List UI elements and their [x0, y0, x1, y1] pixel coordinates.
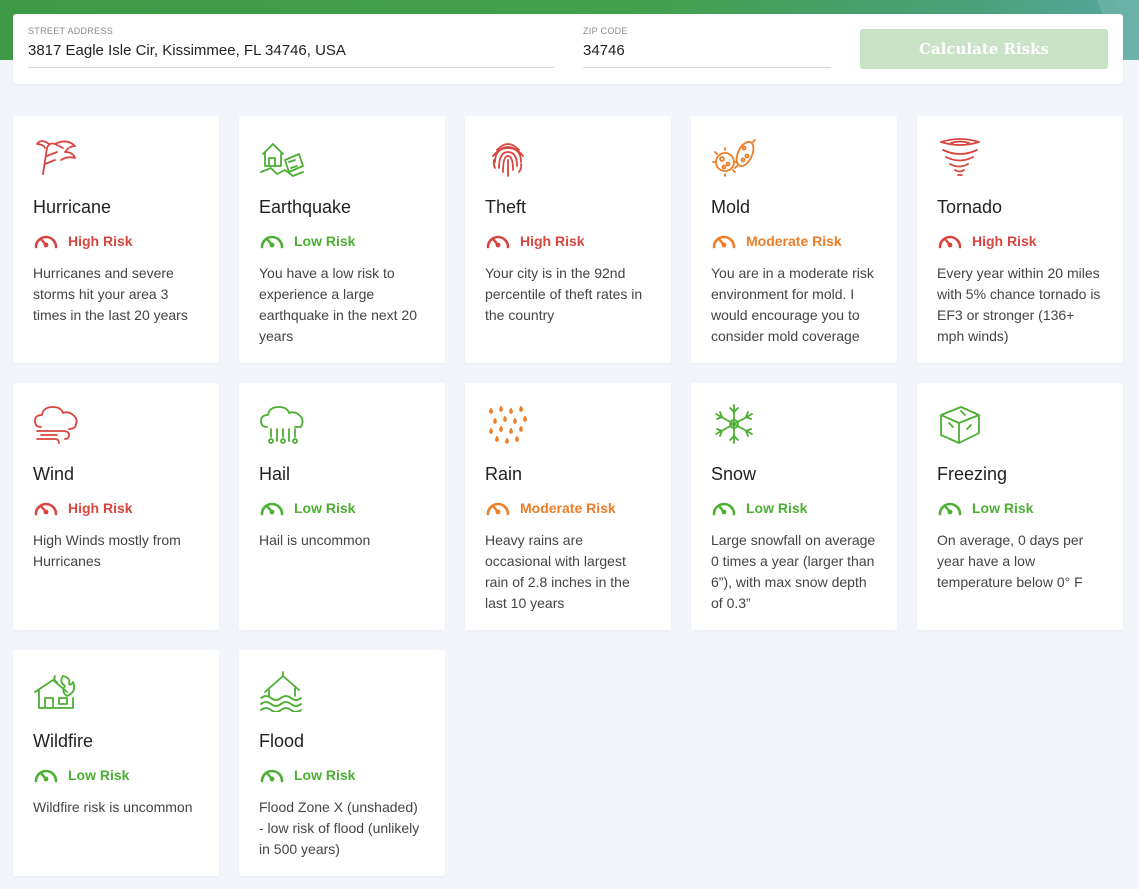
risk-card-hurricane: Hurricane High Risk Hurricanes and severe …	[13, 116, 219, 363]
gauge-icon	[33, 232, 59, 250]
flood-icon	[259, 670, 305, 712]
risk-level: Low Risk	[259, 499, 425, 517]
risk-level-label: High Risk	[68, 233, 133, 249]
gauge-icon	[711, 232, 737, 250]
risk-level: Low Risk	[259, 232, 425, 250]
card-title: Hurricane	[33, 197, 112, 217]
zip-code-label: ZIP CODE	[583, 26, 628, 36]
risk-card-flood: Flood Low Risk Flood Zone X (unshaded) - l…	[239, 650, 445, 876]
street-address-label: STREET ADDRESS	[28, 26, 114, 36]
risk-level-label: High Risk	[520, 233, 585, 249]
risk-level: High Risk	[937, 232, 1103, 250]
risk-level: Moderate Risk	[485, 499, 651, 517]
risk-level: Low Risk	[33, 766, 199, 784]
risk-card-earthquake: Earthquake Low Risk You have a low risk to…	[239, 116, 445, 363]
card-description: You have a low risk to experience a larg…	[259, 265, 418, 344]
card-description: Hurricanes and severe storms hit your ar…	[33, 265, 188, 323]
ice-cube-icon	[937, 403, 983, 445]
card-title: Tornado	[937, 197, 1003, 217]
street-address-field[interactable]: STREET ADDRESS 3817 Eagle Isle Cir, Kiss…	[28, 26, 554, 68]
rain-icon	[485, 403, 531, 445]
gauge-icon	[485, 499, 511, 517]
card-title: Rain	[485, 464, 523, 484]
mold-icon	[711, 136, 757, 178]
card-description: High Winds mostly from Hurricanes	[33, 532, 181, 569]
risk-level: Low Risk	[259, 766, 425, 784]
gauge-icon	[33, 499, 59, 517]
risk-level: High Risk	[33, 232, 199, 250]
card-description: Wildfire risk is uncommon	[33, 799, 193, 815]
risk-level: Low Risk	[937, 499, 1103, 517]
zip-code-field[interactable]: ZIP CODE 34746	[583, 26, 831, 68]
risk-card-wind: Wind High Risk High Winds mostly from Hurr…	[13, 383, 219, 630]
wildfire-icon	[33, 670, 79, 712]
hail-icon	[259, 403, 305, 445]
gauge-icon	[33, 766, 59, 784]
risk-level: High Risk	[485, 232, 651, 250]
card-description: Flood Zone X (unshaded) - low risk of fl…	[259, 799, 420, 857]
hurricane-icon	[33, 136, 79, 178]
card-title: Theft	[485, 197, 527, 217]
gauge-icon	[937, 232, 963, 250]
card-description: You are in a moderate risk environment f…	[711, 265, 874, 344]
gauge-icon	[937, 499, 963, 517]
fingerprint-icon	[485, 136, 531, 178]
risk-level: High Risk	[33, 499, 199, 517]
tornado-icon	[937, 136, 983, 178]
risk-card-theft: Theft High Risk Your city is in the 92nd p…	[465, 116, 671, 363]
risk-level-label: High Risk	[68, 500, 133, 516]
earthquake-icon	[259, 136, 305, 178]
risk-card-hail: Hail Low Risk Hail is uncommon	[239, 383, 445, 630]
risk-card-snow: Snow Low Risk Large snowfall on average 0 …	[691, 383, 897, 630]
card-title: Hail	[259, 464, 291, 484]
card-title: Wildfire	[33, 731, 94, 751]
address-form: STREET ADDRESS 3817 Eagle Isle Cir, Kiss…	[13, 14, 1123, 84]
risk-level-label: High Risk	[972, 233, 1037, 249]
gauge-icon	[259, 232, 285, 250]
risk-level-label: Low Risk	[972, 500, 1034, 516]
risk-level-label: Moderate Risk	[746, 233, 842, 249]
gauge-icon	[259, 766, 285, 784]
risk-level-label: Low Risk	[294, 500, 356, 516]
risk-level-label: Low Risk	[294, 767, 356, 783]
card-description: On average, 0 days per year have a low t…	[937, 532, 1084, 590]
risk-level: Moderate Risk	[711, 232, 877, 250]
risk-level-label: Low Risk	[294, 233, 356, 249]
risk-card-wildfire: Wildfire Low Risk Wildfire risk is uncommo…	[13, 650, 219, 876]
card-title: Wind	[33, 464, 75, 484]
zip-code-input[interactable]: 34746	[583, 42, 831, 68]
risk-level-label: Low Risk	[746, 500, 808, 516]
card-title: Freezing	[937, 464, 1008, 484]
wind-icon	[33, 403, 79, 445]
card-description: Your city is in the 92nd percentile of t…	[485, 265, 643, 323]
card-description: Heavy rains are occasional with largest …	[485, 532, 630, 611]
card-title: Flood	[259, 731, 305, 751]
risk-card-tornado: Tornado High Risk Every year within 20 mil…	[917, 116, 1123, 363]
gauge-icon	[259, 499, 285, 517]
card-description: Every year within 20 miles with 5% chanc…	[937, 265, 1101, 344]
risk-card-rain: Rain Moderate Risk Heavy rains are occasio…	[465, 383, 671, 630]
snowflake-icon	[711, 403, 757, 445]
card-title: Snow	[711, 464, 757, 484]
card-description: Large snowfall on average 0 times a year…	[711, 532, 876, 611]
gauge-icon	[485, 232, 511, 250]
risk-level-label: Low Risk	[68, 767, 130, 783]
risk-level-label: Moderate Risk	[520, 500, 616, 516]
risk-card-freezing: Freezing Low Risk On average, 0 days per y…	[917, 383, 1123, 630]
risk-level: Low Risk	[711, 499, 877, 517]
calculate-risks-button[interactable]: Calculate Risks	[860, 29, 1108, 69]
card-description: Hail is uncommon	[259, 532, 371, 548]
card-title: Mold	[711, 197, 751, 217]
street-address-input[interactable]: 3817 Eagle Isle Cir, Kissimmee, FL 34746…	[28, 42, 554, 68]
risk-cards-grid: Hurricane High Risk Hurricanes and severe …	[13, 116, 1123, 876]
gauge-icon	[711, 499, 737, 517]
card-title: Earthquake	[259, 197, 352, 217]
risk-card-mold: Mold Moderate Risk You are in a moderate r…	[691, 116, 897, 363]
